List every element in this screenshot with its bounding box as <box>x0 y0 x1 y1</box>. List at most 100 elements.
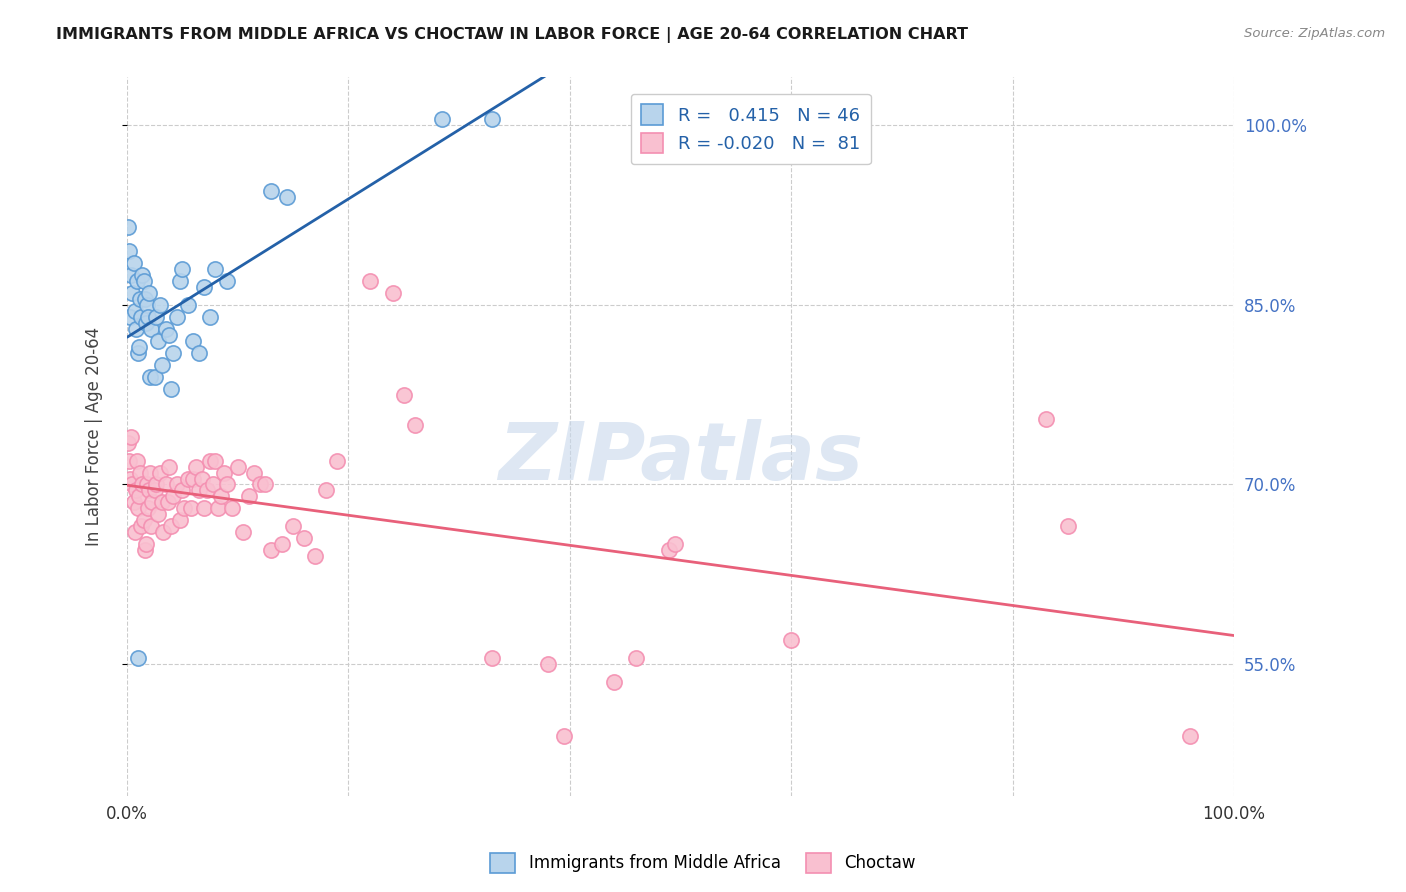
Point <box>209 490 232 504</box>
Point <box>155 322 177 336</box>
Point <box>195 483 218 498</box>
Point <box>183 334 205 348</box>
Point <box>193 280 215 294</box>
Point <box>135 298 157 312</box>
Point <box>117 435 139 450</box>
Legend: Immigrants from Middle Africa, Choctaw: Immigrants from Middle Africa, Choctaw <box>484 847 922 880</box>
Point <box>124 304 146 318</box>
Point <box>157 327 180 342</box>
Point <box>243 466 266 480</box>
Point <box>202 477 225 491</box>
Point <box>187 346 209 360</box>
Point <box>177 298 200 312</box>
Y-axis label: In Labor Force | Age 20-64: In Labor Force | Age 20-64 <box>86 327 103 546</box>
Point <box>193 501 215 516</box>
Point <box>135 477 157 491</box>
Point <box>156 495 179 509</box>
Point <box>553 729 575 743</box>
Point <box>120 310 142 324</box>
Point <box>146 334 169 348</box>
Text: ZIPatlas: ZIPatlas <box>498 419 863 497</box>
Point <box>207 501 229 516</box>
Point <box>166 310 188 324</box>
Point <box>184 459 207 474</box>
Point <box>143 369 166 384</box>
Point <box>232 525 254 540</box>
Point <box>139 369 162 384</box>
Point <box>127 651 149 665</box>
Point <box>134 543 156 558</box>
Point <box>128 340 150 354</box>
Point <box>132 513 155 527</box>
Legend: R =   0.415   N = 46, R = -0.020   N =  81: R = 0.415 N = 46, R = -0.020 N = 81 <box>631 94 870 164</box>
Point <box>292 532 315 546</box>
Point <box>160 382 183 396</box>
Point <box>204 453 226 467</box>
Point <box>125 274 148 288</box>
Point <box>141 519 163 533</box>
Point <box>146 508 169 522</box>
Point <box>214 466 236 480</box>
Point <box>120 471 142 485</box>
Point <box>134 292 156 306</box>
Point <box>118 453 141 467</box>
Point <box>481 651 503 665</box>
Point <box>121 477 143 491</box>
Point <box>1035 411 1057 425</box>
Point <box>183 471 205 485</box>
Point <box>132 274 155 288</box>
Point <box>129 310 152 324</box>
Point <box>658 543 681 558</box>
Point <box>276 190 298 204</box>
Point <box>404 417 426 432</box>
Point <box>191 471 214 485</box>
Point <box>122 256 145 270</box>
Point <box>281 519 304 533</box>
Point <box>120 429 142 443</box>
Point <box>173 501 195 516</box>
Point <box>135 537 157 551</box>
Point <box>127 501 149 516</box>
Point <box>249 477 271 491</box>
Point <box>141 322 163 336</box>
Point <box>392 387 415 401</box>
Point <box>270 537 292 551</box>
Point <box>326 453 349 467</box>
Point <box>145 477 167 491</box>
Point <box>1178 729 1201 743</box>
Point <box>169 274 191 288</box>
Point <box>177 471 200 485</box>
Point <box>221 501 243 516</box>
Point <box>131 477 153 491</box>
Point <box>1057 519 1080 533</box>
Point <box>138 285 160 300</box>
Point <box>145 310 167 324</box>
Point <box>481 112 503 127</box>
Point <box>260 184 283 198</box>
Point <box>172 262 194 277</box>
Point <box>172 483 194 498</box>
Point <box>226 459 249 474</box>
Point <box>603 675 626 690</box>
Point <box>141 495 163 509</box>
Point <box>238 490 260 504</box>
Point <box>160 519 183 533</box>
Point <box>162 490 184 504</box>
Point <box>125 453 148 467</box>
Point <box>136 310 159 324</box>
Point <box>127 346 149 360</box>
Point <box>139 466 162 480</box>
Point <box>138 483 160 498</box>
Point <box>122 495 145 509</box>
Point <box>624 651 647 665</box>
Point <box>120 268 142 282</box>
Point <box>143 483 166 498</box>
Point <box>260 543 283 558</box>
Point <box>149 466 172 480</box>
Text: Source: ZipAtlas.com: Source: ZipAtlas.com <box>1244 27 1385 40</box>
Point <box>118 244 141 258</box>
Point <box>254 477 277 491</box>
Point <box>131 268 153 282</box>
Point <box>125 322 148 336</box>
Point <box>304 549 326 564</box>
